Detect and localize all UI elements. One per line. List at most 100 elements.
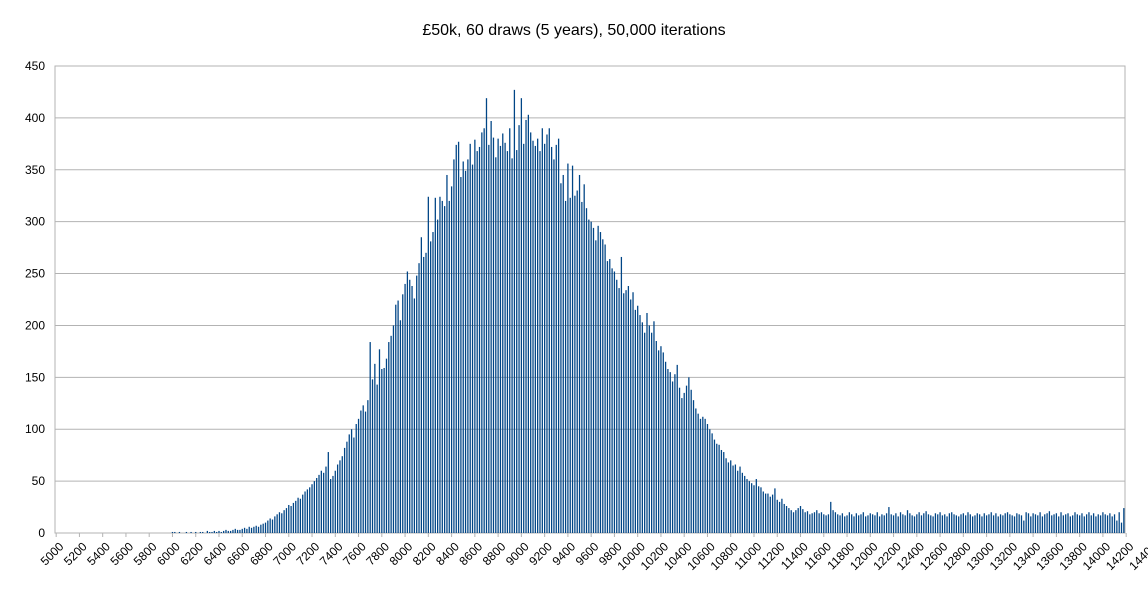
x-tick-label: 7000 (270, 539, 299, 568)
histogram-bar (1030, 516, 1032, 533)
histogram-bar (881, 514, 883, 533)
histogram-bar (1060, 512, 1062, 533)
histogram-bar (804, 512, 806, 533)
histogram-bar (595, 240, 597, 533)
histogram-bar (471, 164, 474, 533)
histogram-bar (734, 464, 737, 533)
histogram-bar (290, 506, 292, 533)
histogram-bar (320, 470, 322, 533)
histogram-bar (1113, 514, 1116, 533)
histogram-bar (395, 304, 397, 533)
histogram-bar (1027, 513, 1030, 533)
histogram-bar (972, 516, 974, 533)
histogram-bar (704, 418, 706, 533)
histogram-bar (597, 225, 599, 533)
histogram-bar (978, 514, 981, 533)
histogram-bar (555, 144, 557, 533)
histogram-bar (951, 512, 953, 533)
histogram-bar (1055, 513, 1058, 533)
histogram-bar (578, 174, 581, 533)
y-tick-label: 300 (25, 215, 45, 229)
histogram-bar (557, 138, 560, 533)
histogram-bar (809, 514, 811, 533)
histogram-bar (334, 470, 336, 533)
histogram-bar (644, 332, 646, 533)
histogram-bar (767, 493, 769, 533)
histogram-bar (667, 369, 669, 533)
histogram-bar (460, 177, 462, 534)
histogram-bar (530, 132, 532, 534)
histogram-bar (416, 275, 418, 533)
histogram-bar (771, 494, 774, 533)
histogram-bar (664, 361, 667, 533)
histogram-bar (618, 288, 620, 533)
histogram-bar (941, 515, 944, 533)
x-tick-label: 8000 (387, 539, 416, 568)
histogram-bar (364, 411, 367, 533)
histogram-bar (960, 514, 962, 533)
histogram-bar (851, 514, 853, 533)
histogram-bar (439, 196, 441, 533)
histogram-bar (690, 389, 692, 533)
histogram-bar (446, 174, 448, 533)
histogram-bar (748, 481, 750, 533)
histogram-bar (974, 515, 976, 533)
histogram-bar (958, 516, 960, 533)
histogram-bar (357, 418, 360, 533)
histogram-bar (923, 513, 925, 533)
histogram-bar (1081, 513, 1083, 533)
histogram-bar (1120, 522, 1123, 533)
histogram-bar (660, 346, 662, 533)
histogram-bar (706, 424, 709, 533)
histogram-bar (962, 513, 964, 533)
histogram-bar (944, 514, 946, 533)
histogram-bar (737, 470, 739, 533)
histogram-bar (516, 150, 518, 533)
histogram-bar (341, 456, 343, 533)
histogram-bar (304, 491, 306, 533)
histogram-bar (892, 515, 895, 533)
histogram-bar (236, 529, 239, 533)
histogram-bar (953, 514, 955, 533)
histogram-bar (388, 342, 390, 533)
histogram-bar (185, 531, 188, 533)
histogram-bar (937, 514, 939, 533)
histogram-bar (1048, 511, 1051, 533)
histogram-bar (1013, 516, 1016, 533)
histogram-bar (983, 513, 985, 533)
histogram-bar (306, 489, 309, 533)
histogram-bar (434, 197, 436, 534)
histogram-bar (634, 309, 636, 533)
histogram-bar (841, 513, 844, 533)
histogram-bar (606, 261, 609, 533)
histogram-bar (190, 531, 192, 533)
histogram-bar (532, 140, 534, 533)
histogram-bar (1076, 514, 1078, 533)
histogram-bar (360, 410, 362, 533)
histogram-bar (1083, 516, 1085, 533)
histogram-bar (253, 526, 255, 533)
histogram-bar (211, 531, 213, 533)
histogram-bar (560, 183, 562, 533)
histogram-bar (699, 418, 702, 533)
histogram-bar (637, 305, 639, 533)
histogram-bar (264, 522, 267, 533)
histogram-bar (455, 144, 457, 533)
histogram-bar (688, 377, 690, 533)
histogram-bar (227, 530, 229, 533)
histogram-bar (262, 523, 264, 533)
histogram-bar (853, 516, 855, 533)
histogram-bar (676, 364, 678, 533)
histogram-bar (609, 259, 611, 533)
histogram-bar (692, 400, 695, 533)
histogram-bar (744, 475, 746, 533)
x-tick-label: 5800 (131, 539, 160, 568)
histogram-bar (1074, 512, 1076, 533)
histogram-bar (862, 512, 864, 533)
histogram-bar (1032, 513, 1034, 533)
histogram-bar (1004, 513, 1006, 533)
histogram-bar (353, 437, 355, 533)
histogram-bar (769, 496, 771, 533)
histogram-bar (939, 512, 941, 533)
histogram-bar (1104, 514, 1106, 533)
